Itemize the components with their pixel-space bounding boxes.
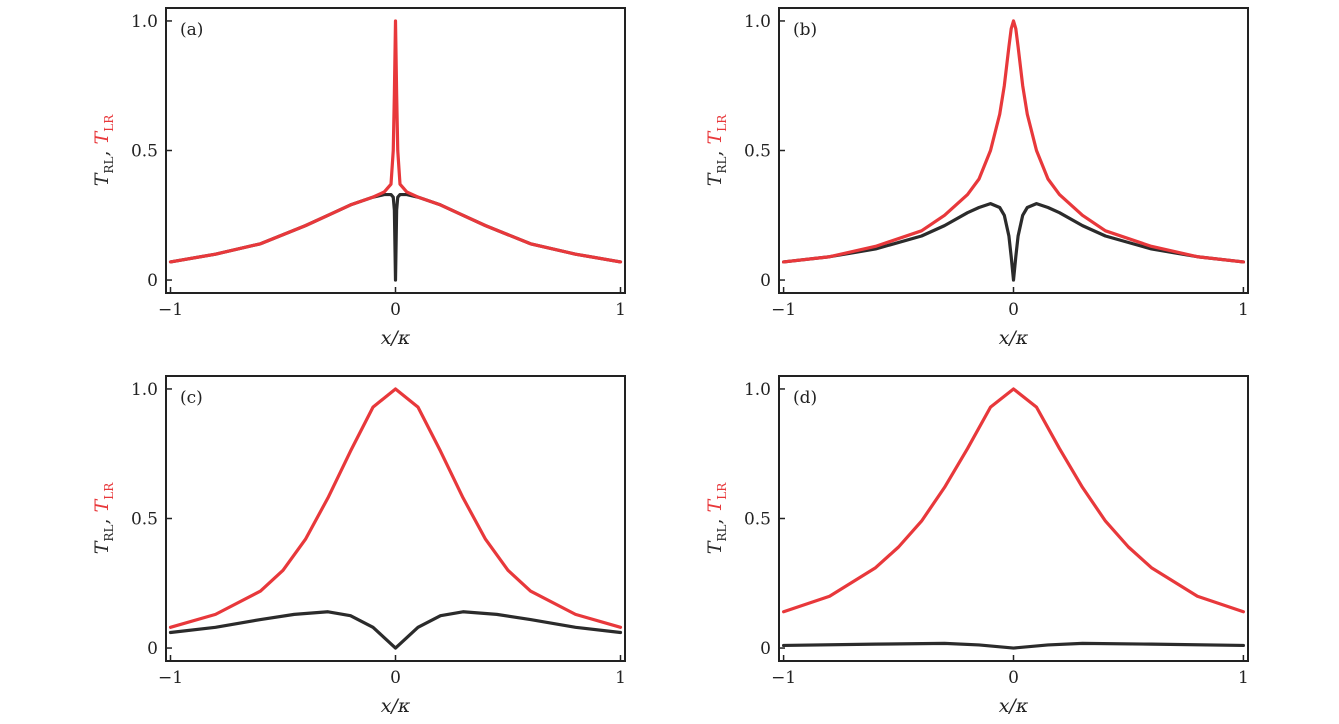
series-line-t-rl <box>781 641 1246 650</box>
series-line-t-rl <box>781 202 1246 282</box>
y-label-subscript: RL <box>102 157 116 174</box>
x-tick-label: 0 <box>390 668 401 688</box>
y-tick-label: 0.5 <box>131 142 158 162</box>
y-tick-label: 0 <box>147 271 158 291</box>
y-label-subscript: LR <box>102 482 116 500</box>
y-label-subscript: RL <box>102 525 116 542</box>
y-tick-label: 0.5 <box>131 510 158 530</box>
panel-label: (a) <box>180 20 203 40</box>
y-tick-label: 1.0 <box>131 12 158 32</box>
y-label-text: T <box>704 172 726 186</box>
series-line-t-lr <box>168 387 623 629</box>
y-label-text: , <box>704 144 726 156</box>
x-axis-label: x/κ <box>999 695 1029 717</box>
plot-frame <box>778 375 1249 662</box>
y-tick-label: 0 <box>760 271 771 291</box>
x-tick-label: 1 <box>1238 300 1249 320</box>
series-line-t-lr <box>168 19 623 264</box>
x-axis-label: x/κ <box>381 695 411 717</box>
plot-frame <box>778 7 1249 294</box>
plot-frame <box>165 375 626 662</box>
y-tick-label: 0 <box>760 639 771 659</box>
y-tick-label: 1.0 <box>131 380 158 400</box>
y-tick-label: 0.5 <box>744 142 771 162</box>
x-axis-label: x/κ <box>999 327 1029 349</box>
series-line-t-lr <box>781 387 1246 614</box>
y-label-text: T <box>704 130 726 144</box>
x-axis-label: x/κ <box>381 327 411 349</box>
y-label-text: , <box>91 512 113 524</box>
y-axis-label: TRL, TLR <box>704 482 729 554</box>
x-tick-label: −1 <box>771 668 796 688</box>
x-tick-label: 1 <box>615 668 626 688</box>
y-label-text: T <box>91 498 113 512</box>
x-tick-label: 0 <box>1008 300 1019 320</box>
x-tick-label: 0 <box>390 300 401 320</box>
y-label-text: , <box>91 144 113 156</box>
y-tick-label: 0.5 <box>744 510 771 530</box>
x-tick-label: 1 <box>1238 668 1249 688</box>
y-axis-label: TRL, TLR <box>91 114 116 186</box>
panel-label: (b) <box>793 20 817 40</box>
y-axis-label: TRL, TLR <box>91 482 116 554</box>
y-label-subscript: RL <box>715 157 729 174</box>
y-label-subscript: LR <box>715 482 729 500</box>
x-tick-label: −1 <box>771 300 796 320</box>
y-label-text: T <box>704 498 726 512</box>
y-label-text: T <box>91 172 113 186</box>
y-axis-label: TRL, TLR <box>704 114 729 186</box>
x-tick-label: 1 <box>615 300 626 320</box>
y-label-text: T <box>704 540 726 554</box>
y-label-subscript: LR <box>715 114 729 132</box>
panel-label: (d) <box>793 388 817 408</box>
series-line-t-lr <box>781 19 1246 264</box>
y-tick-label: 1.0 <box>744 380 771 400</box>
x-tick-label: −1 <box>158 300 183 320</box>
y-label-text: , <box>704 512 726 524</box>
x-tick-label: −1 <box>158 668 183 688</box>
series-line-t-rl <box>168 610 623 650</box>
y-label-text: T <box>91 130 113 144</box>
y-tick-label: 0 <box>147 639 158 659</box>
series-line-t-rl <box>168 192 623 282</box>
panel-label: (c) <box>180 388 203 408</box>
y-label-text: T <box>91 540 113 554</box>
y-tick-label: 1.0 <box>744 12 771 32</box>
y-label-subscript: LR <box>102 114 116 132</box>
x-tick-label: 0 <box>1008 668 1019 688</box>
y-label-subscript: RL <box>715 525 729 542</box>
